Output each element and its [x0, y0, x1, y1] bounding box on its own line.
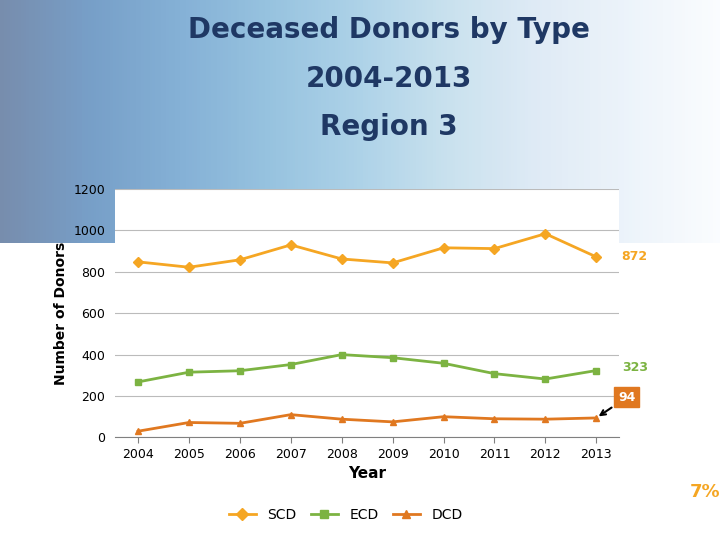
DCD: [439, 414, 448, 420]
ECD: [439, 360, 448, 367]
ECD: [185, 369, 194, 375]
SCD: [490, 245, 499, 252]
SCD: [287, 241, 295, 248]
SCD: [541, 231, 549, 237]
Line: DCD: DCD: [135, 411, 600, 435]
DCD: [388, 418, 397, 425]
SCD: [592, 254, 600, 260]
ECD: [134, 379, 143, 385]
DCD: [592, 415, 600, 421]
DCD: [185, 419, 194, 426]
SCD: [185, 264, 194, 271]
DCD: [490, 416, 499, 422]
SCD: [388, 260, 397, 266]
ECD: [541, 376, 549, 382]
SCD: [439, 245, 448, 251]
Y-axis label: Number of Donors: Number of Donors: [54, 241, 68, 385]
Text: 323: 323: [622, 361, 648, 374]
DCD: [134, 428, 143, 434]
Text: 7%: 7%: [690, 483, 720, 501]
SCD: [134, 259, 143, 265]
Legend: SCD, ECD, DCD: SCD, ECD, DCD: [223, 503, 468, 528]
DCD: [541, 416, 549, 422]
ECD: [338, 352, 346, 358]
Text: Region 3: Region 3: [320, 113, 458, 141]
ECD: [388, 354, 397, 361]
Line: ECD: ECD: [135, 351, 600, 386]
ECD: [490, 370, 499, 377]
DCD: [235, 420, 244, 427]
ECD: [287, 361, 295, 368]
DCD: [338, 416, 346, 422]
Text: Deceased Donors by Type: Deceased Donors by Type: [188, 16, 590, 44]
Text: 2004-2013: 2004-2013: [305, 65, 472, 93]
X-axis label: Year: Year: [348, 467, 386, 481]
DCD: [287, 411, 295, 418]
ECD: [592, 367, 600, 374]
Text: 872: 872: [622, 251, 648, 264]
ECD: [235, 368, 244, 374]
SCD: [235, 256, 244, 263]
Text: 94: 94: [600, 391, 636, 415]
SCD: [338, 256, 346, 262]
Line: SCD: SCD: [135, 230, 600, 271]
